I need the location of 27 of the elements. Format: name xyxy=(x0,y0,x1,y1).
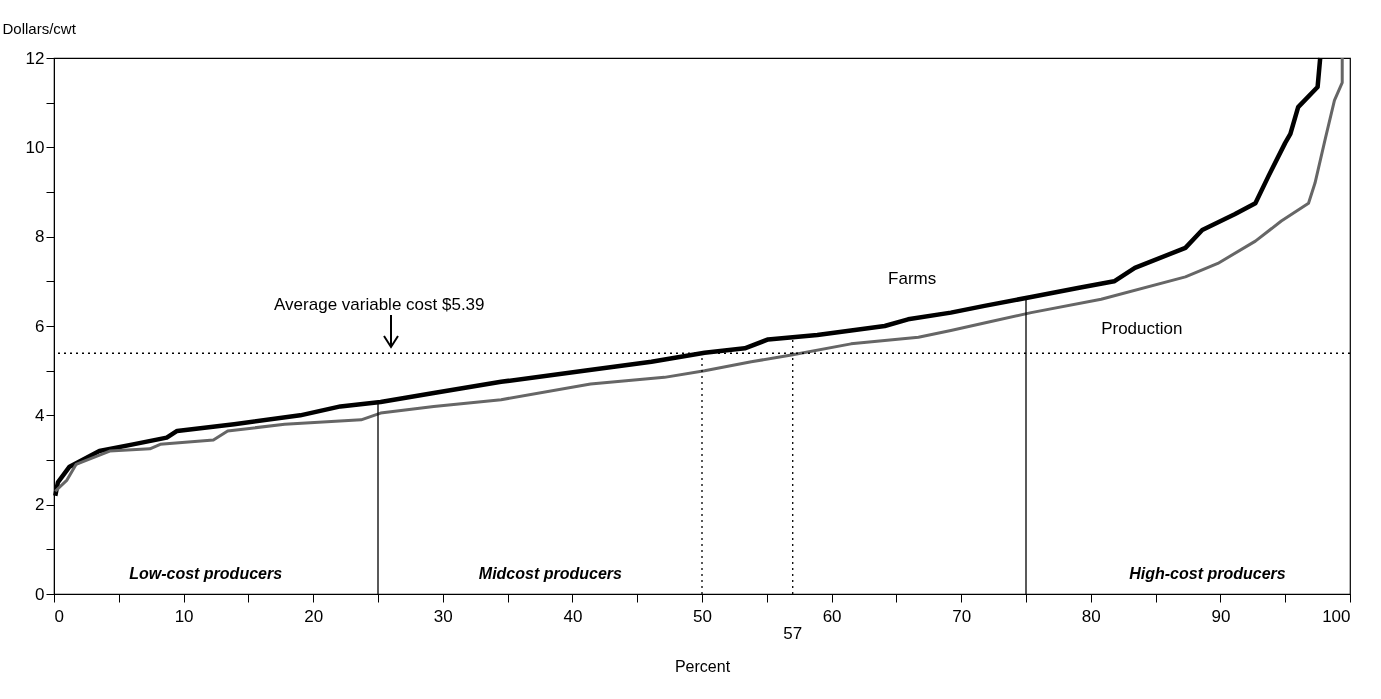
annotation: Midcost producers xyxy=(478,565,623,582)
x-tick-label: 30 xyxy=(433,606,453,626)
ref-line-label: 57 xyxy=(783,624,803,643)
x-tick-label: 20 xyxy=(304,606,324,626)
series-label: Farms xyxy=(888,269,937,289)
y-tick-label: 2 xyxy=(35,495,45,515)
x-axis-title: Percent xyxy=(674,657,731,675)
x-tick-label: 80 xyxy=(1081,606,1101,626)
x-tick-label: 70 xyxy=(952,606,972,626)
annotation: High-cost producers xyxy=(1129,565,1286,582)
x-tick-label: 40 xyxy=(563,606,583,626)
y-tick-label: 4 xyxy=(35,405,45,425)
x-tick-label: 0 xyxy=(54,606,64,626)
x-tick-label: 90 xyxy=(1211,606,1231,626)
y-tick-label: 8 xyxy=(35,227,45,247)
y-tick-label: 12 xyxy=(25,48,45,68)
x-tick-label: 50 xyxy=(693,606,712,626)
x-tick-label: 10 xyxy=(174,606,194,626)
ref-line-label: Average variable cost $5.39 xyxy=(274,295,485,315)
x-tick-label: 60 xyxy=(822,606,842,626)
y-axis-title: Dollars/cwt xyxy=(2,19,77,37)
y-tick-label: 10 xyxy=(25,137,45,157)
annotation: Low-cost producers xyxy=(129,565,283,582)
x-tick-label: 100 xyxy=(1322,606,1351,626)
series-label: Production xyxy=(1101,319,1183,339)
y-tick-label: 6 xyxy=(35,316,45,336)
y-tick-label: 0 xyxy=(35,584,45,604)
